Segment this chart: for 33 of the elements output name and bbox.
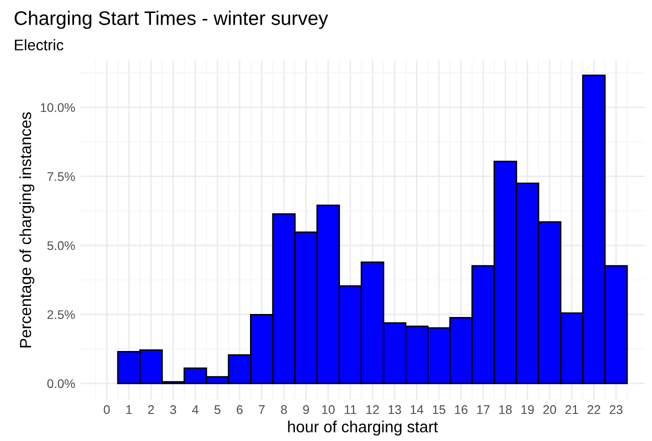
x-tick-label: 20 — [543, 405, 556, 414]
x-tick-label: 2 — [148, 405, 154, 414]
x-tick-label: 7 — [258, 405, 265, 414]
x-tick-label: 23 — [610, 405, 622, 414]
x-tick-label: 1 — [126, 405, 132, 414]
x-tick-label: 11 — [344, 405, 356, 414]
x-tick-label: 14 — [410, 405, 424, 414]
y-axis-title: Percentage of charging instances — [19, 112, 34, 348]
x-axis-title: hour of charging start — [288, 420, 438, 436]
x-tick-label: 16 — [455, 405, 468, 414]
x-tick-label: 17 — [477, 405, 490, 414]
x-tick-label: 9 — [303, 405, 309, 414]
x-tick-label: 6 — [236, 405, 243, 414]
x-tick-label: 18 — [499, 405, 512, 414]
x-tick-label: 5 — [214, 405, 220, 414]
x-tick-label: 21 — [565, 405, 578, 414]
x-tick-label: 10 — [322, 405, 335, 414]
y-tick-label: 2.5% — [47, 310, 75, 320]
x-tick-label: 3 — [170, 405, 176, 414]
chart-title: Charging Start Times - winter survey — [14, 10, 328, 29]
y-tick-label: 7.5% — [47, 172, 75, 182]
y-tick-label: 0.0% — [47, 379, 75, 388]
y-tick-label: 5.0% — [47, 241, 75, 250]
x-tick-label: 4 — [192, 405, 198, 414]
x-tick-label: 22 — [588, 405, 600, 414]
x-tick-label: 8 — [280, 405, 287, 414]
x-tick-label: 12 — [366, 405, 379, 414]
x-tick-label: 15 — [432, 405, 446, 414]
y-tick-label: 10.0% — [40, 103, 75, 112]
chart-subtitle: Electric — [14, 39, 64, 50]
x-tick-label: 0 — [104, 405, 110, 414]
x-tick-label: 19 — [521, 405, 534, 414]
x-tick-label: 13 — [388, 405, 402, 414]
